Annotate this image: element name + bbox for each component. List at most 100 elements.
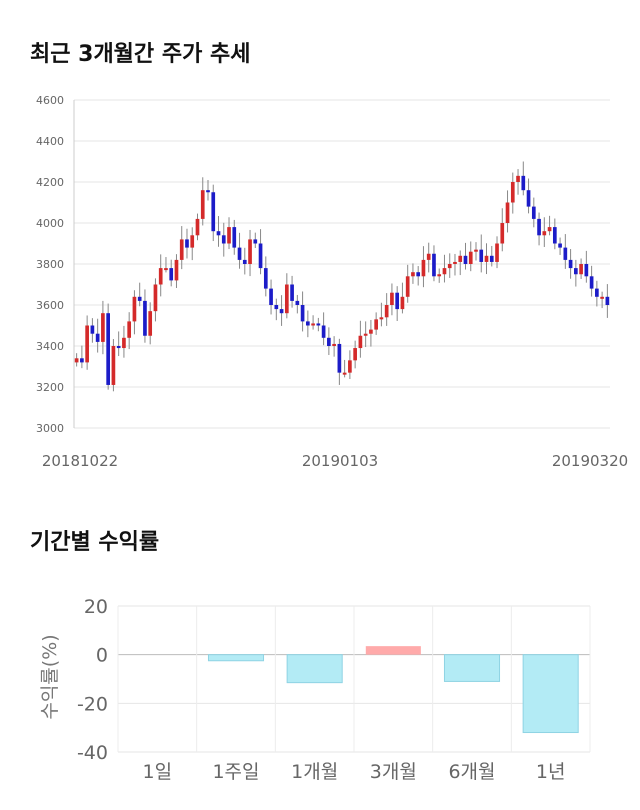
bar-y-tick-label: 0 bbox=[96, 645, 108, 667]
candle bbox=[348, 350, 352, 380]
candle-body-down bbox=[584, 264, 589, 277]
candle bbox=[600, 291, 604, 309]
candle bbox=[547, 215, 552, 236]
candle-body-down bbox=[300, 305, 305, 322]
candle bbox=[316, 317, 321, 332]
candle-body-down bbox=[242, 259, 247, 264]
candle-body-down bbox=[531, 206, 536, 219]
candle-body-up bbox=[384, 305, 389, 318]
candle-body-down bbox=[221, 235, 226, 244]
candle bbox=[453, 253, 457, 276]
candle bbox=[405, 264, 410, 303]
candle-y-tick-label: 3600 bbox=[36, 299, 64, 312]
bar-x-tick-label: 1일 bbox=[143, 761, 173, 783]
candle bbox=[190, 227, 195, 261]
price-trend-chart: 3000 3200 3400 3600 3800 4000 4200 4400 4600 201… bbox=[36, 94, 628, 470]
candle bbox=[216, 216, 221, 247]
candle-body-up bbox=[122, 337, 126, 349]
candle-body-up bbox=[442, 268, 447, 275]
candle bbox=[537, 212, 541, 246]
candle bbox=[111, 339, 116, 392]
candle-body-down bbox=[169, 268, 174, 281]
candle-body-up bbox=[405, 276, 410, 297]
candle bbox=[300, 291, 305, 332]
candle-body-down bbox=[605, 296, 610, 305]
candle-body-down bbox=[232, 227, 237, 248]
candle bbox=[437, 268, 442, 283]
candle-body-down bbox=[258, 243, 263, 269]
candle bbox=[595, 280, 599, 307]
candle bbox=[521, 161, 526, 196]
candle-body-down bbox=[306, 321, 310, 326]
return-bar bbox=[522, 654, 579, 734]
candle-body-up bbox=[379, 317, 384, 320]
candle bbox=[158, 254, 163, 297]
candle bbox=[395, 286, 400, 321]
candle-body-down bbox=[253, 239, 258, 244]
bar-y-tick-label: -20 bbox=[77, 693, 108, 715]
candle-y-tick-label: 3200 bbox=[36, 381, 64, 394]
candle-body-down bbox=[589, 276, 594, 289]
candle-body-up bbox=[400, 296, 405, 310]
candle bbox=[447, 253, 452, 278]
candle-body-up bbox=[426, 253, 431, 260]
candle-body-down bbox=[327, 337, 331, 346]
candle-body-up bbox=[74, 358, 79, 363]
candle bbox=[542, 217, 547, 247]
candle bbox=[290, 275, 294, 308]
candle bbox=[411, 263, 415, 284]
candle bbox=[332, 336, 336, 357]
candle-chart-x-ticks: 20181022 20190103 20190320 bbox=[42, 452, 628, 470]
candle bbox=[468, 241, 473, 272]
candle bbox=[311, 315, 315, 330]
candle-body-down bbox=[116, 346, 121, 349]
candle bbox=[400, 282, 405, 314]
candle-body-up bbox=[342, 372, 347, 375]
candle bbox=[95, 318, 100, 353]
candle-body-down bbox=[316, 323, 321, 326]
candle bbox=[137, 282, 142, 307]
candle-body-down bbox=[321, 325, 326, 338]
bar-x-tick-label: 1년 bbox=[536, 761, 566, 783]
candle bbox=[327, 327, 331, 356]
candle-body-up bbox=[153, 284, 158, 312]
candle-chart-marks bbox=[74, 161, 610, 392]
candle-body-up bbox=[111, 346, 116, 385]
candle-body-up bbox=[311, 323, 315, 326]
candle-body-down bbox=[416, 272, 421, 277]
candle-body-up bbox=[332, 343, 336, 346]
candle bbox=[269, 279, 273, 315]
candle-body-down bbox=[185, 239, 189, 248]
candle-x-tick-label: 20181022 bbox=[42, 452, 118, 470]
bar-y-tick-label: -40 bbox=[77, 742, 108, 764]
candle-y-tick-label: 3400 bbox=[36, 340, 64, 353]
candle-body-up bbox=[421, 259, 426, 277]
candle-body-down bbox=[574, 268, 578, 275]
candle bbox=[132, 290, 137, 335]
candle-body-down bbox=[237, 247, 242, 260]
candle-body-up bbox=[195, 218, 200, 236]
return-bar bbox=[207, 654, 265, 662]
candle-body-down bbox=[432, 253, 436, 277]
candle bbox=[589, 265, 594, 297]
candle-body-up bbox=[164, 268, 168, 271]
candle bbox=[253, 232, 258, 249]
candle bbox=[279, 295, 284, 326]
candle-body-down bbox=[558, 243, 562, 248]
candle bbox=[369, 319, 373, 347]
candle bbox=[358, 320, 363, 358]
candle-body-up bbox=[495, 243, 499, 262]
candle-y-tick-label: 4600 bbox=[36, 94, 64, 107]
candle bbox=[568, 249, 573, 279]
candle bbox=[143, 289, 147, 343]
bar-chart-grid bbox=[117, 605, 591, 753]
candle-body-down bbox=[80, 358, 84, 363]
candle-chart-y-ticks: 3000 3200 3400 3600 3800 4000 4200 4400 4600 bbox=[36, 94, 64, 435]
candle-body-down bbox=[211, 192, 216, 232]
candle bbox=[200, 177, 205, 226]
candle-body-down bbox=[595, 288, 599, 297]
section-title-price-trend: 최근 3개월간 주가 추세 bbox=[30, 42, 251, 67]
candle-body-down bbox=[479, 249, 484, 262]
candle-body-down bbox=[106, 313, 110, 385]
candle bbox=[80, 345, 84, 369]
